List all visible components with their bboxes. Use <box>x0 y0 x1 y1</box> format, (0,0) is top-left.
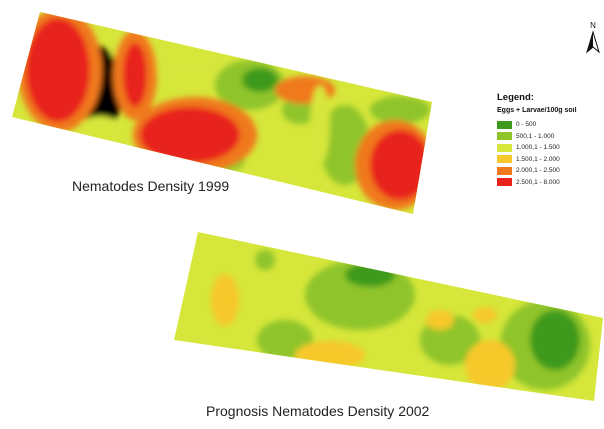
legend-label-4: 2.000,1 - 2.500 <box>516 167 560 175</box>
legend-swatch-5 <box>497 178 512 187</box>
zone <box>345 263 395 287</box>
legend-label-2: 1.000,1 - 1.500 <box>516 144 560 152</box>
zone <box>242 68 278 92</box>
zone <box>26 18 90 122</box>
density-map-2002 <box>174 232 603 401</box>
legend-subtitle: Eggs + Larvae/100g soil <box>497 107 577 114</box>
map-caption-2002: Prognosis Nematodes Density 2002 <box>206 403 430 419</box>
legend-label-5: 2.500,1 - 8.000 <box>516 178 560 186</box>
zone <box>465 340 515 390</box>
legend-row-3: 1.500,1 - 2.000 <box>497 154 601 166</box>
legend-row-0: 0 - 500 <box>497 119 601 131</box>
legend-swatch-0 <box>497 120 512 129</box>
north-arrow-icon: N <box>586 21 600 54</box>
legend-row-4: 2.000,1 - 2.500 <box>497 165 601 177</box>
zone <box>140 107 240 163</box>
legend-swatch-3 <box>497 155 512 164</box>
zone <box>370 130 430 200</box>
north-label: N <box>590 21 596 30</box>
legend-row-5: 2.500,1 - 8.000 <box>497 177 601 189</box>
zone <box>78 116 122 144</box>
zone <box>530 310 580 370</box>
legend-swatch-4 <box>497 166 512 175</box>
zone <box>211 274 239 326</box>
legend-label-3: 1.500,1 - 2.000 <box>516 155 560 163</box>
legend-label-1: 500,1 - 1.000 <box>516 132 555 140</box>
zone <box>295 341 365 369</box>
zone <box>370 96 430 124</box>
map-caption-1999: Nematodes Density 1999 <box>72 178 230 194</box>
legend-title: Legend: <box>497 92 534 103</box>
zone <box>255 250 275 270</box>
zone <box>473 307 497 323</box>
zone <box>426 310 454 330</box>
legend-swatch-1 <box>497 132 512 141</box>
legend-row-1: 500,1 - 1.000 <box>497 131 601 143</box>
legend-row-2: 1.000,1 - 1.500 <box>497 142 601 154</box>
legend: Legend: Eggs + Larvae/100g soil 0 - 500 … <box>497 92 601 188</box>
zone <box>310 85 330 165</box>
zone <box>123 43 147 107</box>
legend-label-0: 0 - 500 <box>516 121 537 129</box>
legend-swatch-2 <box>497 143 512 152</box>
